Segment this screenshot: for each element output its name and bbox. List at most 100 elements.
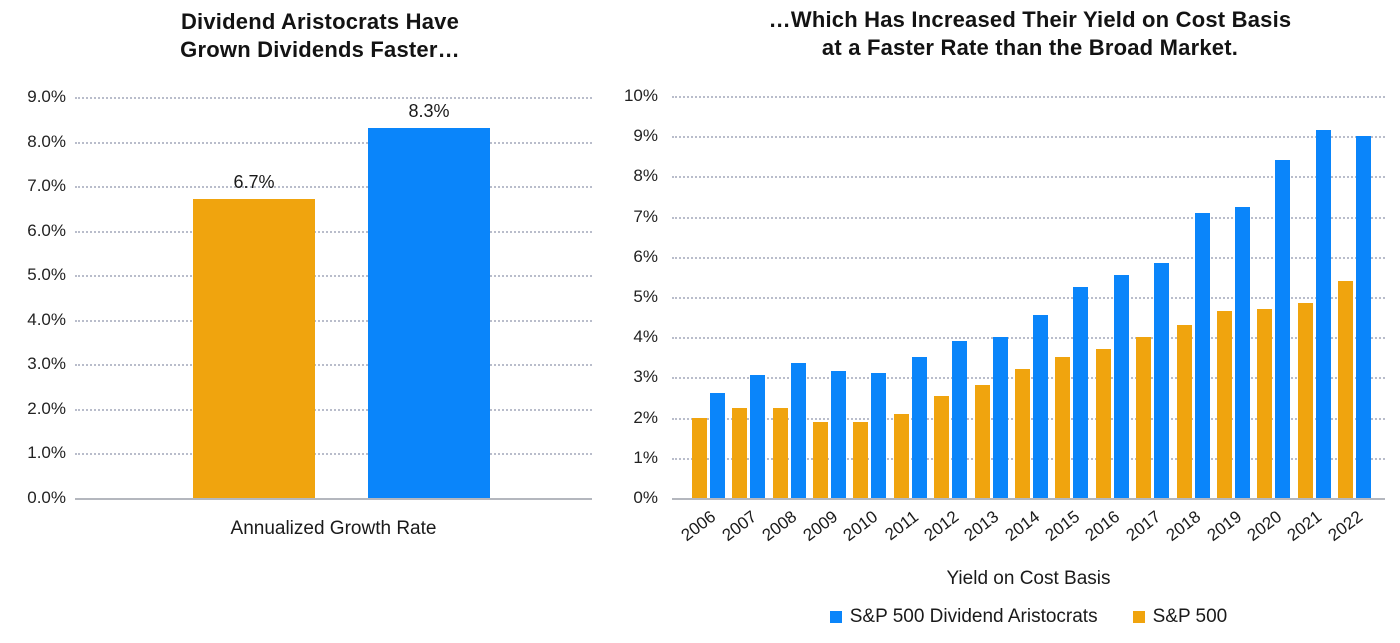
x-tick-cell: 2022 xyxy=(1324,498,1375,550)
gridline xyxy=(672,176,1385,179)
bar xyxy=(790,363,806,498)
gridline xyxy=(75,186,592,189)
y-tick-label: 0.0% xyxy=(27,488,66,507)
bar-value-label: 6.7% xyxy=(233,172,275,193)
x-tick-cell: 2017 xyxy=(1122,498,1172,550)
bar-group-2017 xyxy=(1132,96,1172,498)
right-chart-title: …Which Has Increased Their Yield on Cost… xyxy=(660,6,1400,62)
bar-group-2015 xyxy=(1052,96,1092,498)
bar xyxy=(709,393,725,498)
bar xyxy=(1014,369,1030,498)
left-x-axis-title: Annualized Growth Rate xyxy=(230,518,437,539)
x-tick-cell: 2021 xyxy=(1284,498,1334,550)
gridline xyxy=(672,96,1385,98)
y-tick-label: 3.0% xyxy=(27,354,66,374)
legend-swatch-orange-icon xyxy=(1132,611,1145,623)
bar-group-2022 xyxy=(1335,96,1375,498)
x-tick-cell: 2012 xyxy=(920,498,970,550)
y-tick-label: 7% xyxy=(633,206,658,226)
y-tick-label: 7.0% xyxy=(27,176,66,196)
bar xyxy=(1315,130,1331,498)
legend-item-sp500: S&P 500 xyxy=(1132,606,1228,628)
bar xyxy=(1055,357,1071,498)
x-tick-cell: 2016 xyxy=(1082,498,1132,550)
bar xyxy=(992,337,1008,498)
bar xyxy=(1234,206,1250,498)
x-tick-cell: 2020 xyxy=(1244,498,1294,550)
x-tick-cell: 2007 xyxy=(718,498,768,550)
bar xyxy=(893,413,909,498)
bar xyxy=(934,395,950,498)
bar xyxy=(974,385,990,498)
bar-value-label: 8.3% xyxy=(408,101,450,122)
x-tick-cell: 2015 xyxy=(1042,498,1092,550)
bar xyxy=(732,407,748,498)
y-tick-label: 4% xyxy=(633,327,658,347)
bar xyxy=(750,375,766,498)
bar xyxy=(1176,325,1192,498)
bar xyxy=(1257,309,1273,498)
bar-group-2020 xyxy=(1254,96,1294,498)
y-tick-label: 3% xyxy=(633,367,658,387)
gridline xyxy=(75,364,592,367)
x-tick-cell: 2011 xyxy=(881,498,930,550)
y-tick-label: 0% xyxy=(633,488,658,507)
left-y-axis-labels: 9.0% 8.0% 7.0% 6.0% 5.0% 4.0% 3.0% 2.0% 1.0% 0.0% xyxy=(0,87,66,507)
bar-group-2011 xyxy=(890,96,930,498)
gridline xyxy=(75,275,592,278)
left-chart-title-line2: Grown Dividends Faster… xyxy=(180,37,460,62)
x-axis-baseline xyxy=(672,498,1385,500)
gridline xyxy=(75,408,592,411)
right-x-tick-labels: 2006 2007 2008 2009 2010 2011 2012 2013 2014 2015… xyxy=(672,498,1385,550)
bar xyxy=(830,371,846,498)
x-tick-cell: 2018 xyxy=(1163,498,1213,550)
x-tick-cell: 2009 xyxy=(799,498,849,550)
bar-aristocrats xyxy=(368,128,490,498)
gridline xyxy=(672,256,1385,259)
y-tick-label: 10% xyxy=(623,86,658,105)
y-tick-label: 1% xyxy=(633,447,658,467)
right-chart-title-line2: at a Faster Rate than the Broad Market. xyxy=(821,35,1239,60)
bar xyxy=(1194,212,1210,498)
y-tick-label: 6.0% xyxy=(27,220,66,240)
y-tick-label: 2.0% xyxy=(27,398,66,418)
y-tick-label: 8.0% xyxy=(27,131,66,151)
bar xyxy=(1032,315,1048,498)
x-axis-baseline xyxy=(75,498,592,500)
x-tick-cell: 2019 xyxy=(1203,498,1253,550)
bar-group-2006 xyxy=(688,96,728,498)
right-chart-title-line1: …Which Has Increased Their Yield on Cost… xyxy=(768,7,1292,32)
bar-group-2018 xyxy=(1173,96,1213,498)
bar xyxy=(952,341,968,498)
right-y-axis-labels: 10% 9% 8% 7% 6% 5% 4% 3% 2% 1% 0% xyxy=(592,86,658,507)
bar xyxy=(1338,280,1354,498)
bar-group-2014 xyxy=(1011,96,1051,498)
gridline xyxy=(672,337,1385,340)
y-tick-label: 6% xyxy=(633,246,658,266)
bar xyxy=(691,417,707,498)
x-tick-cell: 2010 xyxy=(840,498,890,550)
right-chart-legend: S&P 500 Dividend Aristocrats S&P 500 xyxy=(672,606,1385,628)
gridline xyxy=(672,297,1385,299)
y-tick-label: 2% xyxy=(633,407,658,427)
y-tick-label: 9% xyxy=(633,126,658,146)
x-tick-cell: 2013 xyxy=(961,498,1011,550)
y-tick-label: 9.0% xyxy=(27,87,66,106)
bar-group-2007 xyxy=(728,96,768,498)
y-tick-label: 4.0% xyxy=(27,309,66,329)
bar xyxy=(1356,136,1372,498)
bar xyxy=(853,421,869,498)
left-chart-title-line1: Dividend Aristocrats Have xyxy=(180,9,460,34)
x-tick-cell: 2008 xyxy=(759,498,809,550)
bar-group-2009 xyxy=(809,96,849,498)
legend-item-aristocrats: S&P 500 Dividend Aristocrats xyxy=(829,606,1098,628)
gridline xyxy=(75,230,592,233)
bar xyxy=(1073,286,1089,498)
gridline xyxy=(672,136,1385,139)
gridline xyxy=(75,141,592,144)
y-tick-label: 1.0% xyxy=(27,443,66,463)
right-bar-groups xyxy=(672,96,1385,498)
gridline xyxy=(75,97,592,99)
legend-label-sp500: S&P 500 xyxy=(1152,606,1228,627)
bar-group-2019 xyxy=(1213,96,1253,498)
